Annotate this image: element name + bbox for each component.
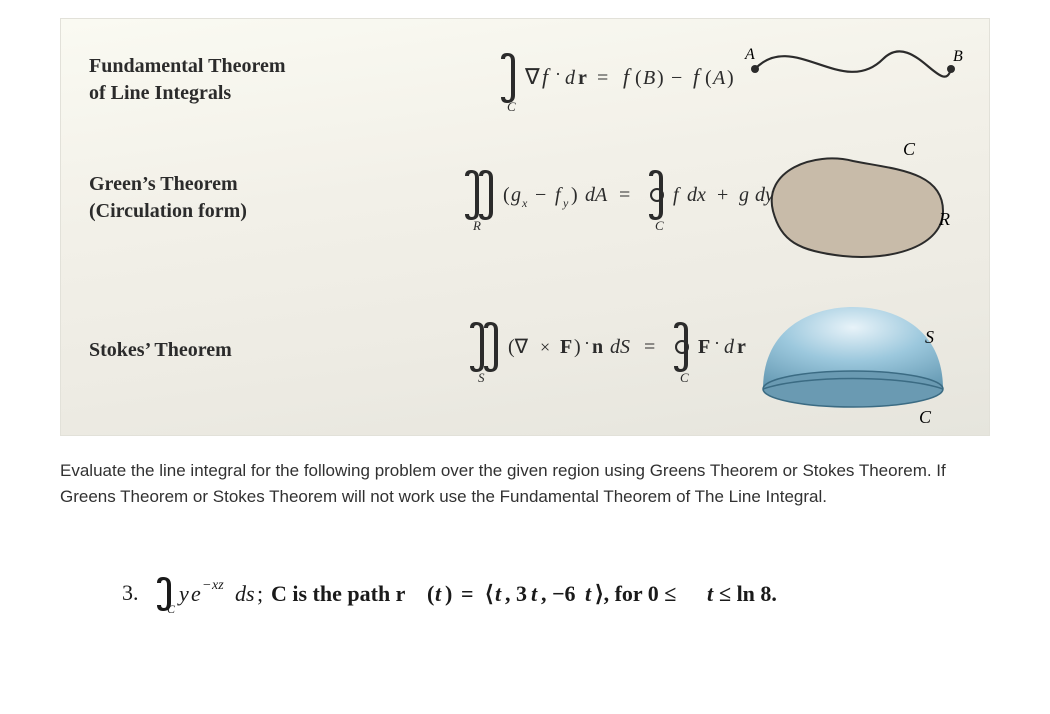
svg-text:t: t bbox=[707, 581, 714, 606]
svg-text:S: S bbox=[478, 370, 485, 384]
ftc-name-l1: Fundamental Theorem bbox=[89, 55, 286, 77]
svg-text:, 3: , 3 bbox=[505, 581, 527, 606]
page: Fundamental Theorem of Line Integrals C … bbox=[0, 0, 1050, 633]
svg-text:): ) bbox=[574, 336, 581, 358]
green-name-l1: Green’s Theorem bbox=[89, 173, 238, 195]
svg-text:⟨: ⟨ bbox=[485, 581, 494, 606]
svg-text:g: g bbox=[511, 184, 521, 206]
svg-text:f: f bbox=[555, 184, 563, 206]
svg-text:(: ( bbox=[427, 581, 434, 606]
ftc-name-l2: of Line Integrals bbox=[89, 82, 231, 104]
svg-text:(: ( bbox=[635, 67, 642, 89]
svg-text:=: = bbox=[597, 67, 608, 89]
svg-text:×: × bbox=[540, 337, 550, 357]
svg-text:−: − bbox=[203, 578, 211, 593]
svg-text:xz: xz bbox=[211, 578, 224, 593]
green-name-l2: (Circulation form) bbox=[89, 200, 247, 222]
svg-text:F: F bbox=[698, 336, 710, 358]
svg-text:(: ( bbox=[503, 184, 510, 206]
svg-text:x: x bbox=[521, 196, 528, 210]
diagram-stokes: S C bbox=[743, 297, 963, 427]
label-C-stokes: C bbox=[919, 407, 932, 427]
problem-number: 3. bbox=[122, 580, 139, 606]
label-B: B bbox=[953, 48, 963, 65]
svg-text:(: ( bbox=[705, 67, 712, 89]
svg-text:−: − bbox=[535, 184, 546, 206]
svg-text:C: C bbox=[655, 218, 664, 232]
problem-formula: C y e − xz ds ; C is the path r ( t ) = … bbox=[153, 573, 833, 613]
svg-text:y: y bbox=[562, 196, 569, 210]
problem-3: 3. C y e − xz ds ; C is the path r ( t )… bbox=[122, 573, 990, 613]
svg-text:≤ ln 8.: ≤ ln 8. bbox=[719, 581, 777, 606]
svg-text:=: = bbox=[461, 581, 474, 606]
svg-text:f: f bbox=[673, 184, 681, 206]
svg-text:·: · bbox=[555, 64, 561, 84]
diagram-green: C R bbox=[743, 141, 963, 271]
label-S: S bbox=[925, 327, 934, 347]
green-name: Green’s Theorem (Circulation form) bbox=[89, 171, 319, 225]
stokes-name: Stokes’ Theorem bbox=[89, 337, 319, 364]
svg-text:): ) bbox=[727, 67, 734, 89]
svg-text:·: · bbox=[714, 333, 720, 353]
svg-text:dS: dS bbox=[610, 336, 630, 358]
svg-text:C is the path r: C is the path r bbox=[271, 581, 406, 606]
svg-text:(∇: (∇ bbox=[508, 336, 529, 358]
svg-text:=: = bbox=[644, 336, 655, 358]
svg-text:y: y bbox=[177, 581, 189, 606]
svg-text:+: + bbox=[717, 184, 728, 206]
svg-text:A: A bbox=[711, 67, 726, 89]
svg-text:F: F bbox=[560, 336, 572, 358]
svg-text:): ) bbox=[657, 67, 664, 89]
svg-text:=: = bbox=[619, 184, 630, 206]
svg-text:C: C bbox=[167, 602, 176, 613]
theorem-summary-box: Fundamental Theorem of Line Integrals C … bbox=[60, 18, 990, 436]
svg-text:B: B bbox=[643, 67, 655, 89]
svg-text:t: t bbox=[531, 581, 538, 606]
svg-text:dx: dx bbox=[687, 184, 706, 206]
svg-text:t: t bbox=[435, 581, 442, 606]
instructions-text: Evaluate the line integral for the follo… bbox=[60, 458, 990, 511]
ftc-name: Fundamental Theorem of Line Integrals bbox=[89, 53, 319, 107]
label-A: A bbox=[744, 46, 755, 63]
svg-text:C: C bbox=[507, 99, 516, 113]
svg-text:r: r bbox=[578, 67, 587, 89]
diagram-ftc: A B bbox=[743, 39, 963, 99]
svg-text:−: − bbox=[671, 67, 682, 89]
svg-text:f: f bbox=[693, 64, 702, 89]
svg-text:d: d bbox=[565, 67, 576, 89]
svg-text:⟩, for 0 ≤: ⟩, for 0 ≤ bbox=[595, 581, 676, 606]
svg-text:ds: ds bbox=[235, 581, 255, 606]
svg-text:): ) bbox=[445, 581, 452, 606]
svg-text:): ) bbox=[571, 184, 578, 206]
svg-text:t: t bbox=[495, 581, 502, 606]
label-C-green: C bbox=[903, 141, 916, 159]
svg-text:e: e bbox=[191, 581, 201, 606]
svg-text:R: R bbox=[472, 218, 481, 232]
label-R: R bbox=[938, 209, 950, 229]
svg-text:d: d bbox=[724, 336, 735, 358]
svg-text:f: f bbox=[542, 64, 551, 89]
svg-text:dA: dA bbox=[585, 184, 608, 206]
svg-text:∇: ∇ bbox=[524, 64, 540, 89]
stokes-name-l1: Stokes’ Theorem bbox=[89, 339, 232, 361]
svg-text:C: C bbox=[680, 370, 689, 384]
svg-text:·: · bbox=[584, 333, 590, 353]
svg-text:n: n bbox=[592, 336, 603, 358]
svg-text:, −6: , −6 bbox=[541, 581, 576, 606]
svg-text:f: f bbox=[623, 64, 632, 89]
svg-text:;: ; bbox=[257, 581, 263, 606]
svg-text:t: t bbox=[585, 581, 592, 606]
